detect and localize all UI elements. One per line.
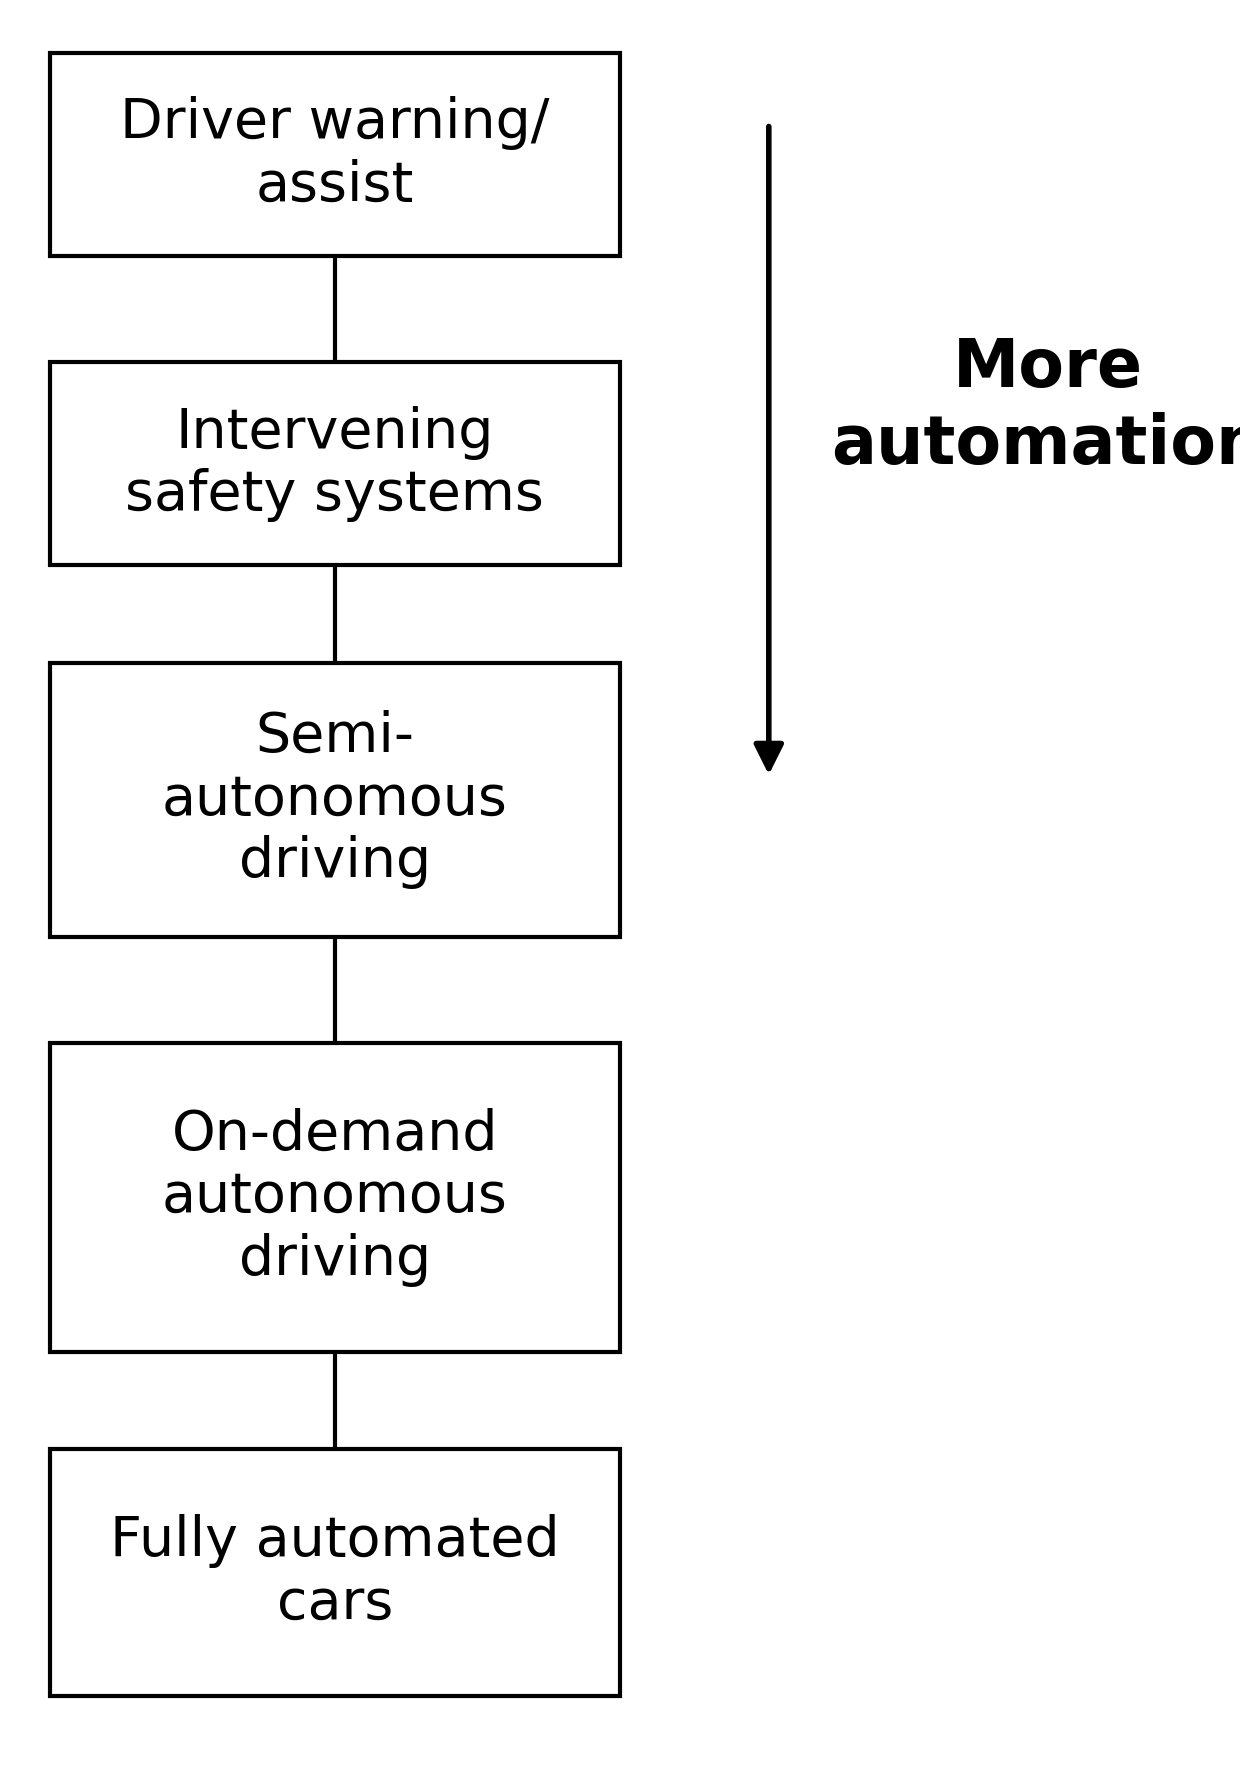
FancyBboxPatch shape: [50, 663, 620, 937]
Text: Semi-
autonomous
driving: Semi- autonomous driving: [162, 710, 507, 889]
FancyBboxPatch shape: [50, 1449, 620, 1696]
Text: More
automation: More automation: [832, 336, 1240, 477]
FancyBboxPatch shape: [50, 362, 620, 565]
Text: Fully automated
cars: Fully automated cars: [110, 1514, 559, 1631]
FancyBboxPatch shape: [50, 1043, 620, 1352]
FancyBboxPatch shape: [50, 53, 620, 256]
Text: Intervening
safety systems: Intervening safety systems: [125, 406, 544, 521]
Text: On-demand
autonomous
driving: On-demand autonomous driving: [162, 1108, 507, 1286]
Text: Driver warning/
assist: Driver warning/ assist: [120, 97, 549, 212]
